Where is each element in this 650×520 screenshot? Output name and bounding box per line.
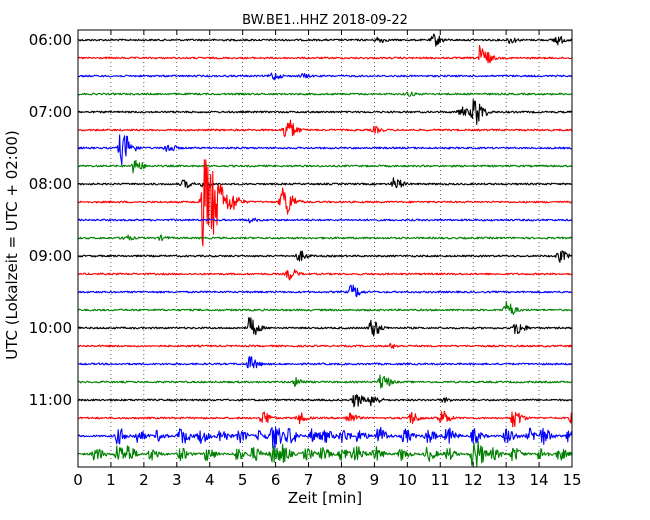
x-tick-label: 2 (139, 471, 149, 489)
trace-line (77, 284, 573, 298)
x-tick-label: 1 (106, 471, 116, 489)
x-tick-label: 5 (238, 471, 248, 489)
x-tick-label: 4 (205, 471, 215, 489)
y-axis-ticks: 06:00 07:00 08:00 09:00 10:00 11:00 (29, 31, 572, 409)
x-tick-label: 15 (562, 471, 581, 489)
x-tick-label: 11 (431, 471, 450, 489)
y-tick-label: 08:00 (29, 175, 72, 193)
x-tick-label: 6 (271, 471, 281, 489)
x-tick-label: 7 (304, 471, 314, 489)
x-tick-label: 8 (337, 471, 347, 489)
y-tick-label: 06:00 (29, 31, 72, 49)
x-tick-label: 3 (172, 471, 182, 489)
trace-line (77, 159, 573, 174)
trace-line (77, 234, 573, 242)
trace-line (77, 250, 573, 263)
plot-frame (77, 29, 573, 468)
trace-line (77, 440, 573, 468)
y-tick-label: 09:00 (29, 247, 72, 265)
trace-line (77, 300, 573, 315)
x-tick-label: 0 (73, 471, 83, 489)
trace-line (77, 217, 573, 224)
traces (77, 33, 573, 468)
trace-line (77, 72, 573, 81)
trace-line (77, 45, 573, 64)
y-tick-label: 11:00 (29, 391, 72, 409)
trace-line (77, 356, 573, 369)
x-axis-label: Zeit [min] (288, 489, 362, 507)
chart-title: BW.BE1..HHZ 2018-09-22 (242, 13, 408, 28)
y-tick-label: 07:00 (29, 103, 72, 121)
trace-line (77, 119, 573, 138)
x-tick-label: 13 (497, 471, 516, 489)
x-tick-label: 10 (398, 471, 417, 489)
trace-line (77, 316, 573, 337)
y-tick-label: 10:00 (29, 319, 72, 337)
trace-line (77, 99, 573, 125)
x-axis-ticks: 0 1 2 3 4 5 6 7 8 9 10 11 12 13 14 15 (73, 30, 582, 489)
x-tick-label: 14 (530, 471, 549, 489)
trace-line (77, 394, 573, 408)
trace-line (77, 269, 573, 281)
trace-line (77, 374, 573, 389)
y-axis-label: UTC (Lokalzeit = UTC + 02:00) (3, 130, 21, 360)
trace-line (77, 177, 573, 189)
trace-line (77, 426, 573, 450)
x-tick-label: 9 (370, 471, 380, 489)
trace-line (77, 410, 573, 428)
trace-line (77, 343, 573, 350)
trace-line (77, 159, 573, 247)
grid-lines (78, 30, 572, 467)
trace-line (77, 33, 573, 47)
trace-line (77, 134, 573, 166)
trace-line (77, 91, 573, 97)
x-tick-label: 12 (464, 471, 483, 489)
